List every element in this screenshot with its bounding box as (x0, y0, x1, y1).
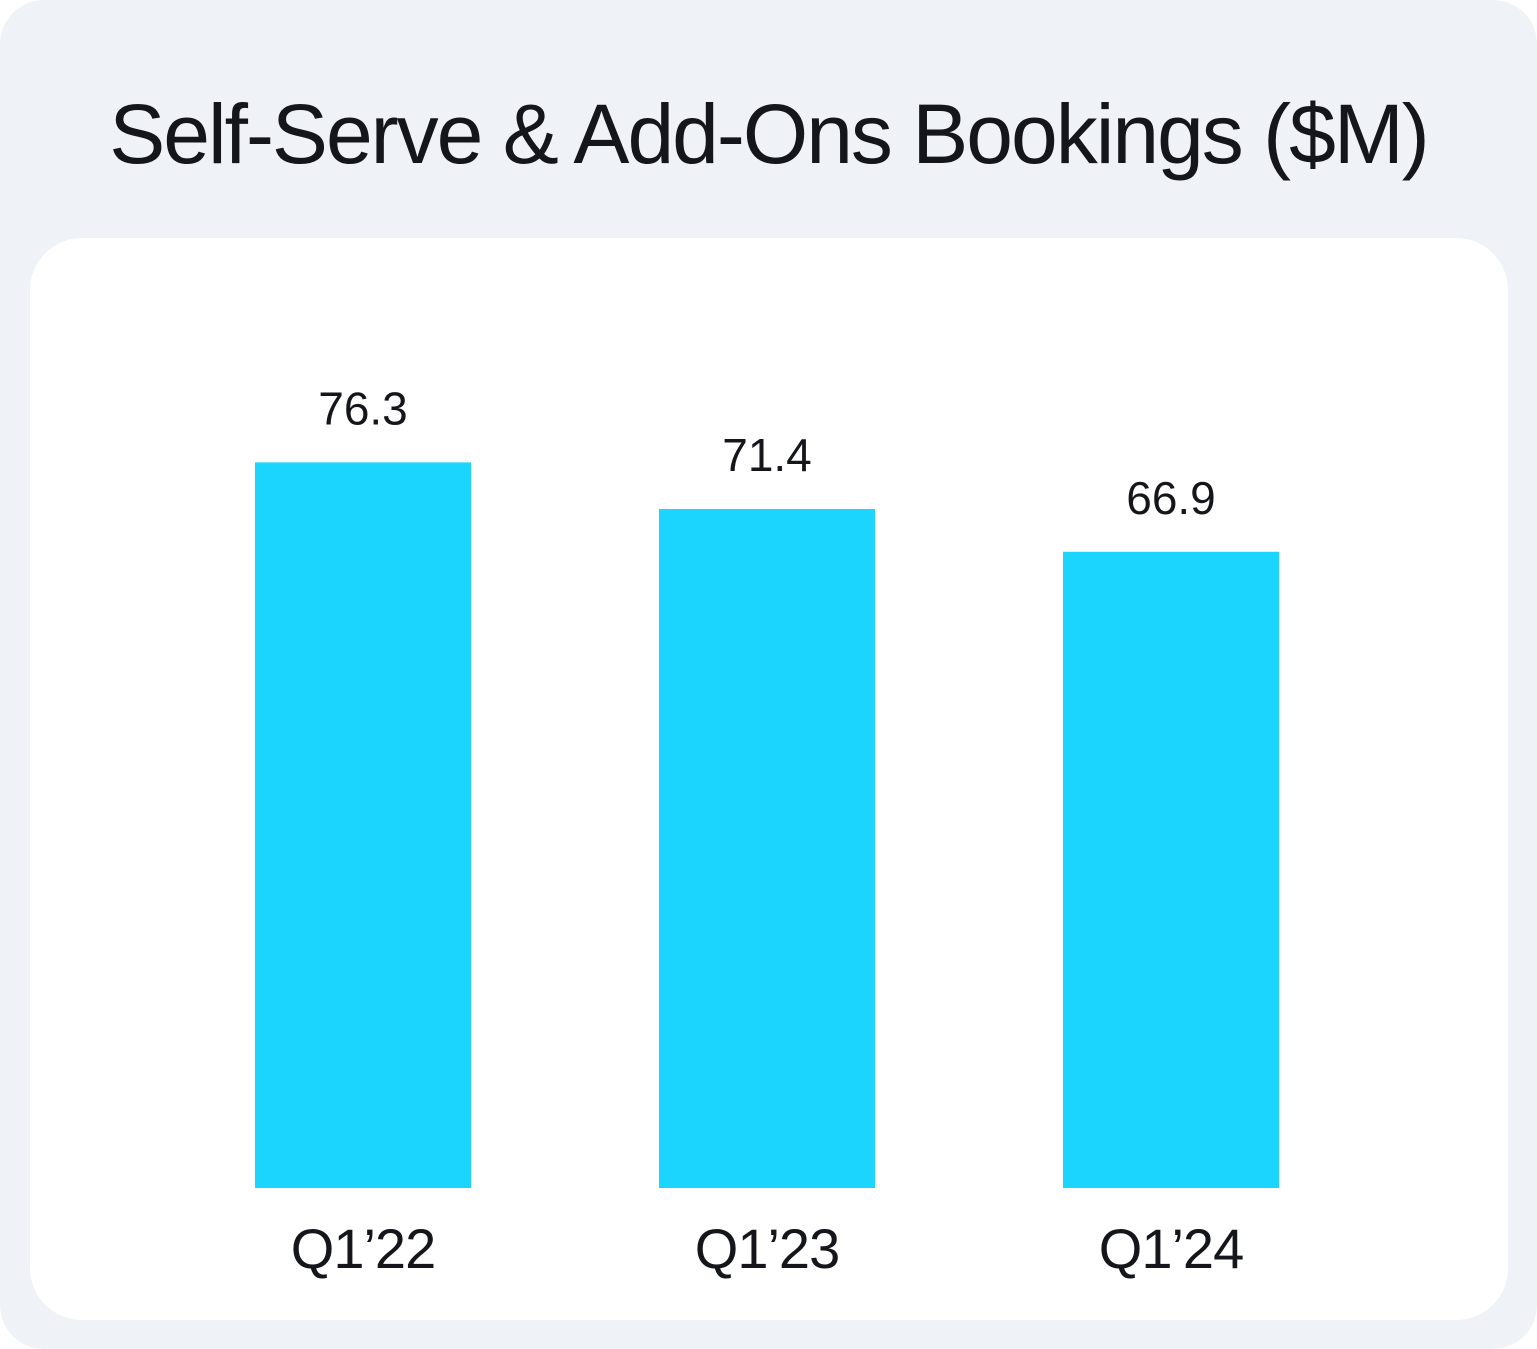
bars-group (255, 462, 1279, 1189)
bar-value-label: 76.3 (318, 382, 408, 434)
x-tick-label: Q1’23 (695, 1217, 839, 1280)
x-tick-label: Q1’22 (291, 1217, 435, 1280)
bar-3 (1063, 551, 1279, 1188)
bar-1 (255, 462, 471, 1189)
bar-2 (659, 508, 875, 1189)
bar-value-label: 71.4 (722, 429, 812, 481)
x-tick-label: Q1’24 (1099, 1217, 1243, 1280)
bar-value-label: 66.9 (1126, 472, 1216, 524)
chart-title: Self-Serve & Add-Ons Bookings ($M) (109, 87, 1430, 181)
labels-group: 76.3 Q1’22 71.4 Q1’23 66.9 Q1’24 (291, 382, 1244, 1280)
